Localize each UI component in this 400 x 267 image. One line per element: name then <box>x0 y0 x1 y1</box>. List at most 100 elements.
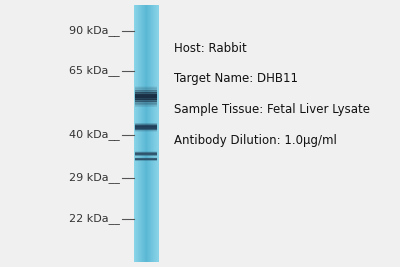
Bar <box>135 157 157 158</box>
Bar <box>145 5 146 262</box>
Bar <box>135 101 157 103</box>
Bar <box>135 129 157 130</box>
Bar <box>155 5 156 262</box>
Bar <box>154 5 155 262</box>
Bar <box>138 5 139 262</box>
Bar <box>135 125 157 126</box>
Bar <box>141 5 142 262</box>
Bar <box>135 153 157 154</box>
Bar <box>135 127 157 128</box>
Text: 29 kDa__: 29 kDa__ <box>69 172 120 183</box>
Bar <box>149 5 150 262</box>
Bar <box>135 124 157 125</box>
Text: Antibody Dilution: 1.0µg/ml: Antibody Dilution: 1.0µg/ml <box>174 134 337 147</box>
Bar <box>135 126 157 127</box>
Bar <box>135 128 157 129</box>
Text: 22 kDa__: 22 kDa__ <box>69 214 120 224</box>
Bar <box>153 5 154 262</box>
Bar <box>135 153 157 154</box>
Bar <box>144 5 145 262</box>
Bar <box>146 5 148 262</box>
Bar <box>135 151 157 152</box>
Bar <box>135 129 157 130</box>
Bar <box>135 125 157 126</box>
Bar <box>150 5 151 262</box>
Bar <box>135 124 157 125</box>
Bar <box>144 5 145 262</box>
Bar <box>135 153 157 154</box>
Bar <box>135 89 157 91</box>
Bar <box>135 160 157 161</box>
Bar <box>135 99 157 100</box>
Bar <box>135 123 157 124</box>
Bar <box>135 5 136 262</box>
Text: Target Name: DHB11: Target Name: DHB11 <box>174 72 298 85</box>
Bar <box>135 96 157 97</box>
Bar <box>135 131 157 132</box>
Bar <box>135 151 157 152</box>
Bar <box>135 123 157 124</box>
Bar <box>138 5 139 262</box>
Bar <box>142 5 144 262</box>
Bar <box>135 92 157 93</box>
Bar <box>134 5 135 262</box>
Bar <box>135 105 157 106</box>
Bar <box>135 101 157 102</box>
Bar <box>137 5 138 262</box>
Bar <box>135 129 157 130</box>
Bar <box>135 155 157 156</box>
Bar <box>139 5 140 262</box>
Bar <box>135 93 157 94</box>
Bar <box>135 127 157 128</box>
Bar <box>156 5 157 262</box>
Bar <box>135 160 157 161</box>
Bar <box>135 95 157 96</box>
Bar <box>135 159 157 160</box>
Bar <box>135 106 157 107</box>
Bar <box>135 103 157 105</box>
Bar <box>150 5 151 262</box>
Bar <box>151 5 152 262</box>
Bar <box>148 5 149 262</box>
Bar <box>135 152 157 153</box>
Bar <box>135 160 157 161</box>
Bar <box>135 154 157 155</box>
Bar <box>135 88 157 89</box>
Text: Sample Tissue: Fetal Liver Lysate: Sample Tissue: Fetal Liver Lysate <box>174 103 370 116</box>
Bar <box>153 5 154 262</box>
Bar <box>135 157 157 158</box>
Bar <box>135 103 157 104</box>
Text: 90 kDa__: 90 kDa__ <box>69 25 120 36</box>
Bar <box>135 126 157 127</box>
Bar <box>135 99 157 100</box>
Bar <box>135 91 157 92</box>
Bar <box>135 153 157 154</box>
Bar <box>143 5 144 262</box>
Bar <box>135 154 157 155</box>
Bar <box>135 160 157 161</box>
Bar <box>135 160 157 161</box>
Bar <box>152 5 153 262</box>
Bar <box>135 159 157 160</box>
Bar <box>136 5 137 262</box>
Bar <box>135 95 157 96</box>
Bar <box>135 152 157 153</box>
Bar <box>151 5 152 262</box>
Bar <box>135 131 157 132</box>
Bar <box>135 87 157 88</box>
Bar <box>156 5 157 262</box>
Bar <box>135 155 157 156</box>
Bar <box>135 151 157 152</box>
Bar <box>135 123 157 124</box>
Bar <box>135 100 157 101</box>
Bar <box>135 158 157 159</box>
Bar <box>148 5 150 262</box>
Bar <box>142 5 143 262</box>
Text: 40 kDa__: 40 kDa__ <box>69 129 120 140</box>
Bar <box>135 130 157 131</box>
Bar <box>135 158 157 159</box>
Bar <box>135 86 157 87</box>
Bar <box>147 5 148 262</box>
Bar <box>135 92 157 93</box>
Bar <box>135 94 157 95</box>
